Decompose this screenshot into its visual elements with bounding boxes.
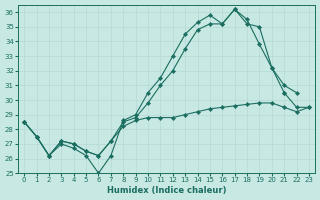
X-axis label: Humidex (Indice chaleur): Humidex (Indice chaleur)	[107, 186, 226, 195]
